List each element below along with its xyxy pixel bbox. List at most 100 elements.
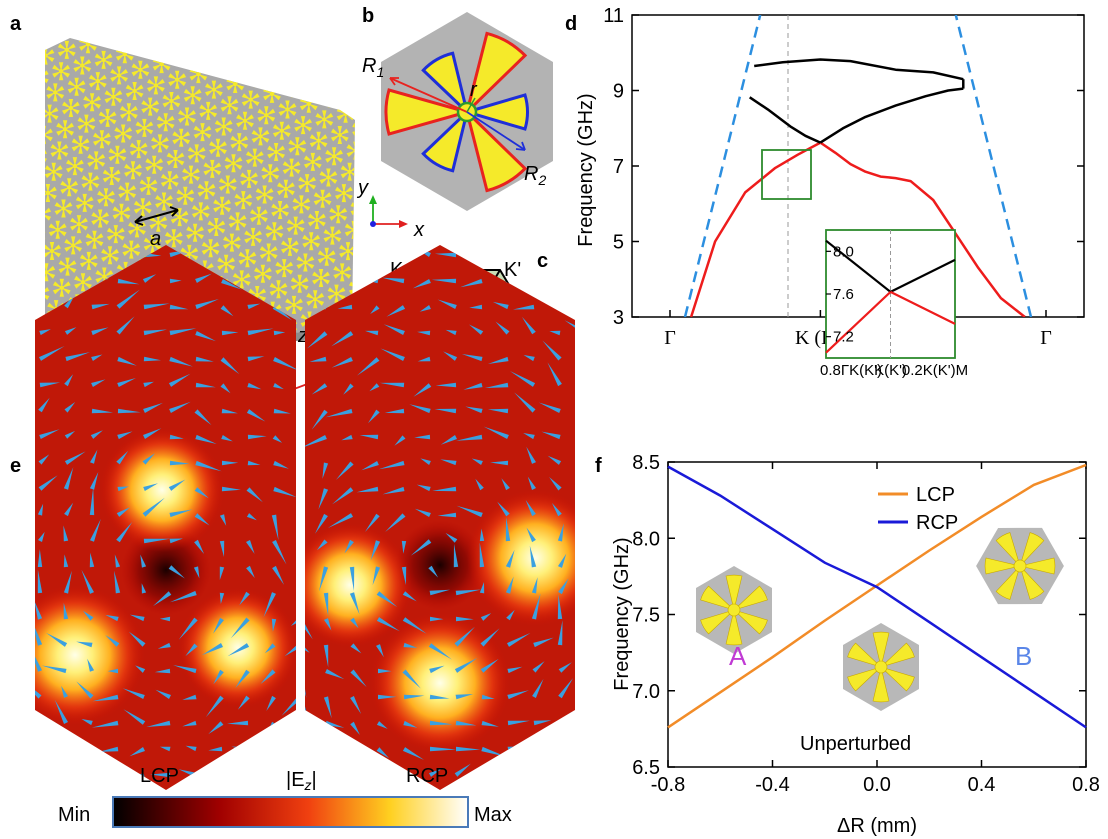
field-arrow <box>169 460 190 466</box>
panel-label-c: c <box>537 250 548 272</box>
field-arrow <box>143 381 154 388</box>
field-arrow <box>580 377 588 386</box>
lattice-flower <box>174 49 192 68</box>
field-arrow <box>195 331 216 342</box>
field-arrow <box>558 578 569 595</box>
field-arrow <box>437 299 457 309</box>
lattice-flower <box>284 79 303 98</box>
d-ytick-label: 3 <box>613 307 624 329</box>
field-arrow <box>507 690 529 700</box>
field-arrow <box>429 694 450 700</box>
field-arrow <box>305 643 310 653</box>
field-arrow <box>584 488 597 503</box>
field-arrow <box>195 299 219 310</box>
field-arrow <box>542 340 562 361</box>
field-arrow <box>116 521 133 543</box>
field-arrow <box>318 488 329 510</box>
field-arrow <box>502 774 511 798</box>
lattice-flower <box>358 99 376 117</box>
unit-cell-petals <box>384 31 529 193</box>
d-inset-ytick-label: 8.0 <box>833 243 854 260</box>
field-arrow <box>434 252 457 258</box>
lattice-constant-label: a <box>150 228 161 250</box>
field-arrow <box>584 577 599 594</box>
field-arrow <box>221 330 239 336</box>
field-arrow <box>35 756 42 777</box>
field-arrow <box>417 330 431 336</box>
field-arrow <box>247 328 274 336</box>
field-arrow <box>38 722 47 737</box>
f-axis-ticks: 6.5 7.0 7.5 8.0 8.5 -0.8 -0.4 0.0 0.4 0.8 <box>632 452 1100 796</box>
d-band-line <box>954 15 1033 317</box>
field-arrow <box>481 253 493 264</box>
field-arrow <box>311 383 328 395</box>
field-arrow <box>38 397 50 413</box>
field-arrow <box>584 410 600 435</box>
panel-label-b: b <box>362 5 374 27</box>
field-arrow <box>337 304 353 310</box>
field-arrow <box>351 279 365 285</box>
field-arrow <box>440 435 457 445</box>
field-arrow <box>248 747 271 754</box>
field-arrow <box>35 619 43 646</box>
d-inset-line <box>890 258 956 293</box>
field-arrow <box>91 408 114 414</box>
field-arrow <box>584 462 591 476</box>
field-arrow <box>159 616 171 622</box>
field-arrow <box>344 774 355 794</box>
field-arrow <box>142 497 165 517</box>
field-arrow <box>414 508 431 517</box>
field-arrow <box>219 540 225 557</box>
field-arrow <box>445 329 457 336</box>
field-arrow <box>369 383 380 392</box>
field-arrow <box>378 694 397 700</box>
field-arrow <box>375 774 380 785</box>
field-arrow <box>429 768 442 777</box>
field-arrow <box>403 720 418 728</box>
unit-cell-B <box>964 508 1076 624</box>
field-arrow <box>558 553 567 568</box>
field-arrow <box>527 476 536 490</box>
field-arrow <box>454 763 471 777</box>
field-arrow <box>247 356 265 362</box>
d-inset-line <box>825 239 892 293</box>
field-arrow <box>142 453 155 465</box>
field-arrow <box>155 689 171 699</box>
field-arrow <box>305 746 318 755</box>
panel-label-d: d <box>565 13 577 35</box>
lattice-flower <box>64 20 82 38</box>
f-ytick-label: 8.5 <box>632 452 660 474</box>
field-arrow <box>480 628 500 647</box>
f-series <box>667 463 1087 729</box>
field-arrow <box>563 271 575 283</box>
field-arrow <box>235 669 250 688</box>
field-arrow <box>558 740 572 751</box>
f-legend: LCP RCP <box>878 484 958 534</box>
field-arrow <box>577 406 587 413</box>
field-arrow <box>549 477 562 491</box>
field-arrow <box>584 704 591 724</box>
d-inset-ytick-label: 7.2 <box>833 329 854 346</box>
field-arrow <box>64 327 77 335</box>
d-band-line <box>749 96 821 144</box>
field-arrow <box>350 696 362 714</box>
field-arrow <box>168 373 191 387</box>
lattice-flower <box>45 147 47 166</box>
field-arrow <box>585 253 610 266</box>
field-arrow <box>64 774 70 786</box>
field-arrow <box>273 408 291 414</box>
field-arrow <box>65 352 90 362</box>
field-arrow <box>324 618 332 631</box>
field-arrow <box>580 523 588 542</box>
field-arrow <box>469 324 484 335</box>
field-arrow <box>529 545 537 568</box>
d-ytick-label: 7 <box>613 156 624 178</box>
field-map-rcp <box>38 245 599 790</box>
field-arrow <box>37 549 43 567</box>
field-arrow <box>169 509 193 518</box>
field-arrow <box>284 643 296 657</box>
field-arrow <box>185 643 198 657</box>
field-arrow <box>316 539 328 551</box>
field-arrow <box>479 528 485 542</box>
field-arrow <box>497 501 510 517</box>
